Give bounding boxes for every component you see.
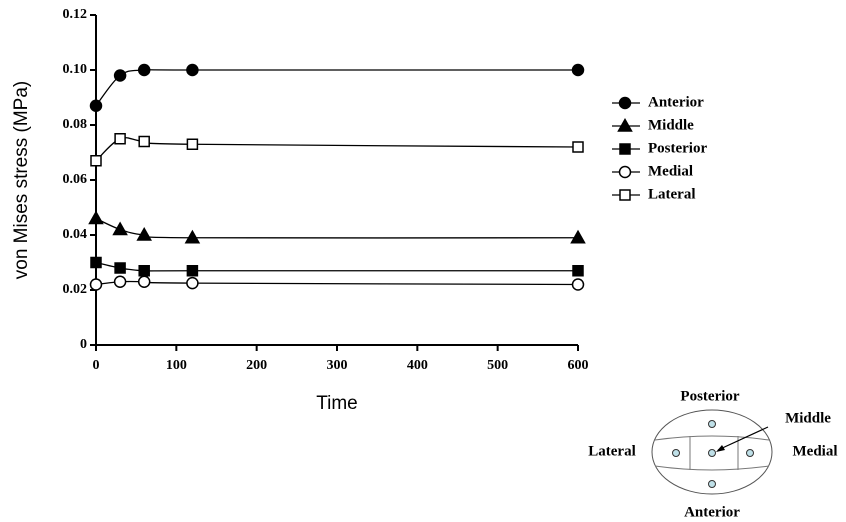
diagram-label: Medial [793, 443, 838, 459]
data-point [570, 229, 586, 244]
diagram-points [672, 420, 754, 488]
y-tick-label: 0.02 [63, 282, 88, 297]
legend-label: Medial [648, 163, 693, 179]
y-axis-title: von Mises stress (MPa) [11, 81, 32, 279]
diagram-label: Posterior [680, 388, 739, 404]
series-line [95, 137, 579, 162]
data-point [186, 63, 199, 77]
y-tick-label: 0 [80, 337, 87, 352]
data-point [114, 133, 126, 145]
x-tick-label: 600 [568, 358, 589, 373]
x-tick-label: 300 [327, 358, 348, 373]
data-point [571, 278, 585, 291]
diagram-divisions [654, 435, 770, 471]
data-point [138, 265, 150, 277]
data-point [90, 256, 102, 269]
data-point [112, 221, 128, 236]
y-tick-label: 0.10 [63, 62, 88, 77]
y-tick-label: 0.12 [63, 7, 88, 22]
x-tick-label: 100 [166, 358, 187, 373]
data-point [89, 99, 103, 112]
diagram-label: Anterior [684, 504, 740, 520]
legend-marker [618, 96, 632, 110]
location-diagram: Posterior Middle Lateral Medial Anterior [588, 388, 837, 520]
data-point [572, 265, 584, 277]
y-tick-label: 0.08 [63, 117, 88, 132]
data-point [113, 275, 127, 288]
series-line [95, 280, 579, 286]
diagram-outline [651, 409, 773, 495]
data-point [572, 141, 584, 153]
data-point [90, 155, 102, 167]
data-point [137, 63, 151, 77]
data-point [571, 63, 585, 77]
y-tick-label: 0.06 [63, 172, 88, 187]
data-point [186, 265, 199, 277]
data-point [137, 275, 151, 288]
series-line [95, 68, 578, 107]
x-tick-label: 0 [93, 358, 100, 373]
diagram-arrowhead [716, 445, 725, 452]
legend-marker [618, 165, 632, 179]
diagram-label: Lateral [588, 443, 635, 459]
data-point [186, 138, 199, 150]
legend-marker [619, 189, 631, 201]
data-point [136, 226, 152, 241]
data-point [114, 262, 126, 274]
x-tick-label: 500 [487, 358, 508, 373]
legend-marker [619, 143, 631, 155]
diagram-label: Middle [785, 410, 831, 426]
legend-marker [617, 117, 633, 132]
data-point [89, 278, 103, 291]
legend-label: Anterior [648, 94, 704, 110]
legend-label: Middle [648, 117, 694, 133]
data-point [186, 276, 199, 290]
x-tick-label: 200 [246, 358, 267, 373]
data-point [88, 210, 104, 225]
series-line [95, 217, 579, 239]
y-tick-label: 0.04 [63, 227, 88, 242]
x-tick-label: 400 [407, 358, 428, 373]
legend-label: Lateral [648, 186, 695, 202]
data-point [138, 135, 150, 148]
data-point [113, 69, 127, 82]
x-axis-title: Time [316, 393, 358, 414]
diagram-arrow [717, 426, 769, 451]
legend-label: Posterior [648, 140, 707, 156]
series-line [95, 261, 578, 272]
data-point [184, 229, 201, 244]
